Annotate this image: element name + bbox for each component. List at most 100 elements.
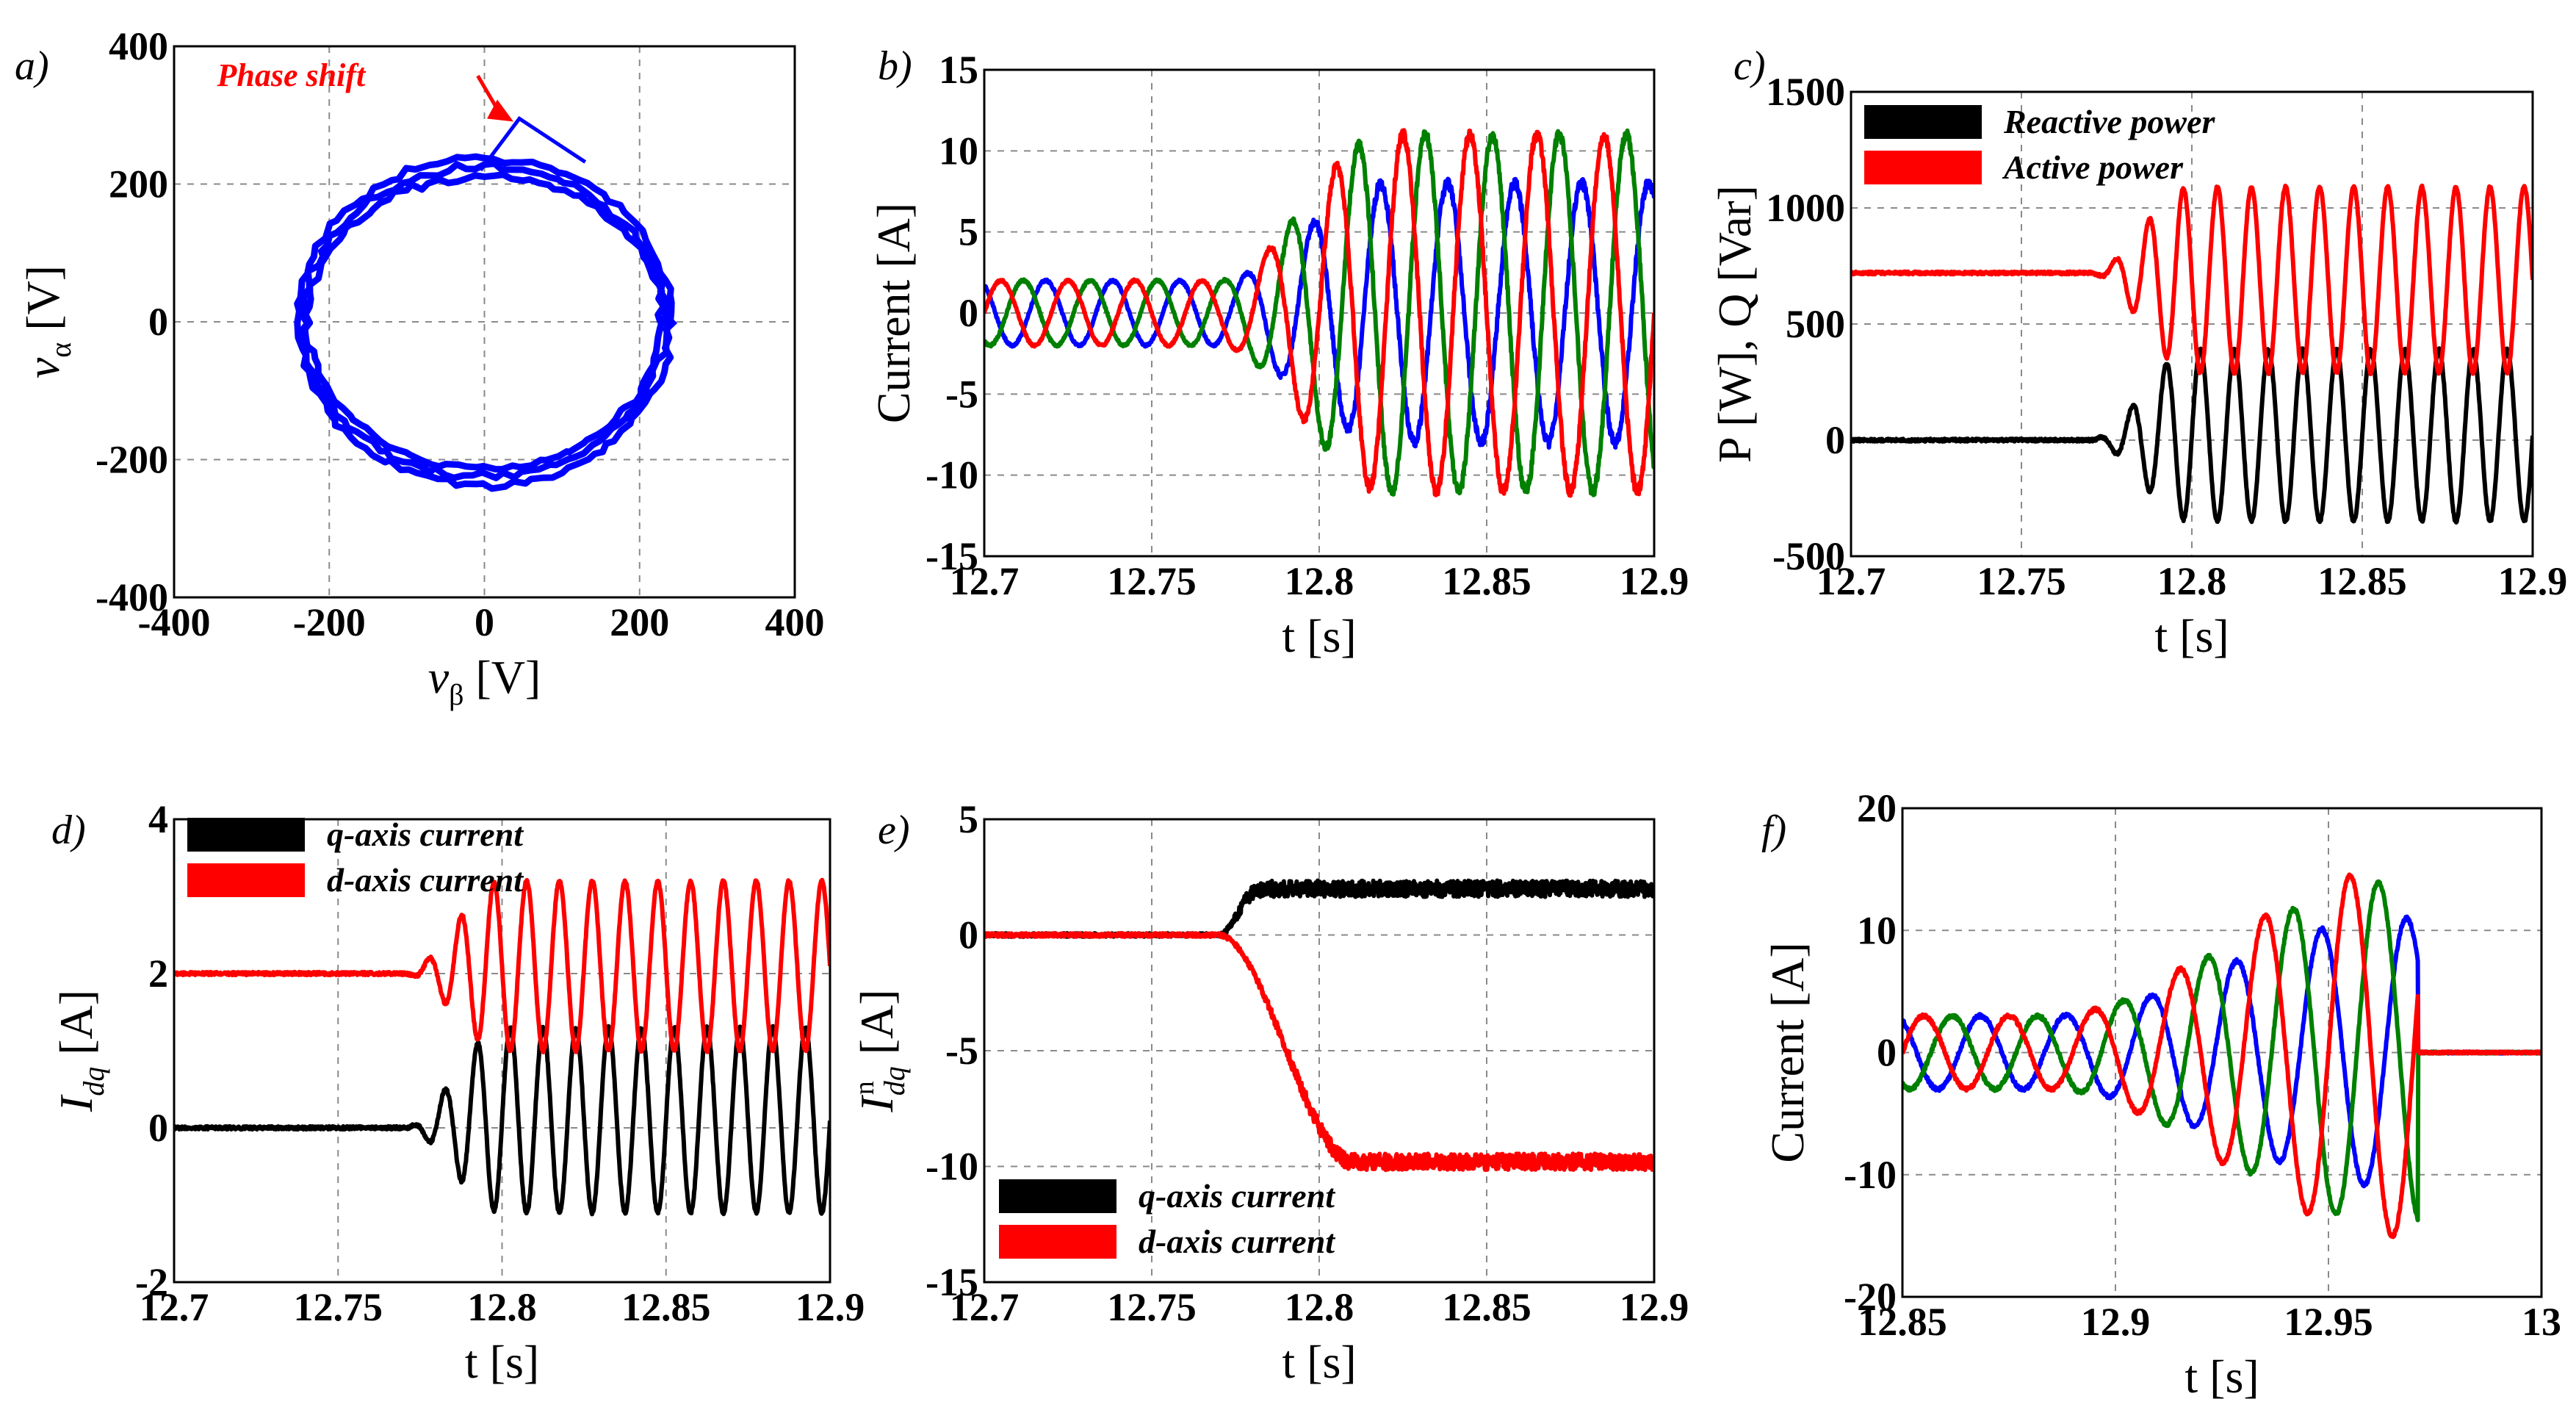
y-tick-label: 5 — [959, 797, 978, 841]
series-line-phase-a — [984, 128, 1654, 498]
y-tick-label: -10 — [926, 453, 978, 497]
legend-swatch — [999, 1225, 1116, 1259]
panel-label: b) — [878, 43, 912, 89]
panel-d: 12.7 12.75 12.8 12.85 12.9 -2 0 2 4 t [s] Idq [A] d… — [50, 797, 865, 1388]
y-tick-label: 1000 — [1766, 186, 1845, 230]
x-tick-label: 12.7 — [950, 559, 1020, 603]
panel-label: d) — [51, 807, 86, 853]
x-tick-label: 12.75 — [1107, 559, 1197, 603]
y-axis-title: Current [A] — [1761, 942, 1814, 1162]
legend-swatch — [187, 863, 305, 897]
y-axis-title: Idq [A] — [50, 990, 110, 1112]
legend-label: q-axis current — [1139, 1177, 1335, 1215]
x-tick-label: 200 — [610, 600, 669, 644]
x-tick-label: 12.8 — [1285, 1285, 1354, 1329]
panel-label: e) — [878, 807, 910, 853]
plot-frame — [1901, 807, 2543, 1298]
series-group — [1851, 183, 2533, 525]
y-tick-label: 5 — [959, 210, 978, 254]
x-axis-title: t [s] — [465, 1336, 539, 1388]
x-axis-title: t [s] — [2154, 610, 2229, 662]
y-tick-label: 2 — [148, 952, 168, 996]
series-line-d-axis-current — [984, 931, 1654, 1173]
y-tick-label: -15 — [926, 1260, 978, 1304]
series-group — [984, 128, 1654, 498]
legend-label: q-axis current — [327, 816, 524, 853]
y-tick-label: 500 — [1786, 302, 1845, 346]
x-tick-label: 12.75 — [1977, 559, 2066, 603]
y-axis-title: Indq [A] — [849, 989, 911, 1112]
y-tick-label: 0 — [148, 300, 168, 344]
legend-label: d-axis current — [327, 861, 524, 899]
plot-frame — [983, 818, 1656, 1284]
y-axis-title: Current [A] — [867, 203, 920, 423]
x-axis-title: vβ [V] — [428, 651, 541, 711]
x-tick-label: 0 — [475, 600, 494, 644]
y-tick-label: 4 — [148, 797, 168, 841]
series-line-phase-b — [984, 128, 1654, 497]
legend-label: Reactive power — [2003, 103, 2216, 140]
y-tick-label: -500 — [1772, 534, 1845, 578]
legend-swatch — [1864, 151, 1982, 184]
series-line-q-axis-current — [174, 1024, 830, 1217]
legend-label: Active power — [2002, 148, 2184, 186]
annotation-arrow-head — [487, 99, 514, 122]
panel-label: c) — [1733, 43, 1766, 89]
x-tick-label: 12.7 — [1816, 559, 1886, 603]
plot-frame — [173, 45, 796, 599]
voltage-trajectory-line — [294, 153, 678, 492]
series-group — [294, 116, 678, 492]
series-line-phase-c — [984, 176, 1654, 450]
x-tick-label: 12.8 — [467, 1285, 537, 1329]
y-tick-label: -10 — [1844, 1153, 1897, 1197]
x-tick-label: 12.85 — [1442, 1285, 1531, 1329]
panel-label: a) — [15, 43, 49, 89]
y-tick-label: 0 — [148, 1106, 168, 1150]
y-tick-label: 0 — [1825, 418, 1845, 462]
panel-c: 12.7 12.75 12.8 12.85 12.9 -500 0 500 1000 1500 t … — [1709, 43, 2567, 662]
y-axis-title: P [W], Q [Var] — [1709, 185, 1761, 463]
x-axis-title: t [s] — [1282, 1336, 1356, 1388]
x-tick-label: 12.9 — [1620, 559, 1689, 603]
x-tick-label: 12.85 — [1442, 559, 1531, 603]
y-tick-label: -200 — [95, 438, 168, 482]
legend-swatch — [1864, 105, 1982, 139]
plot-frame — [983, 68, 1656, 558]
x-tick-label: 12.75 — [1107, 1285, 1197, 1329]
y-tick-label: -5 — [945, 372, 978, 416]
y-tick-label: 10 — [939, 129, 978, 173]
series-line-d-axis-current — [174, 877, 830, 1054]
panel-b: 12.7 12.75 12.8 12.85 12.9 -15 -10 -5 0 5 10 15 t [s… — [867, 43, 1689, 662]
x-tick-label: 12.95 — [2284, 1300, 2373, 1344]
x-tick-label: 12.85 — [621, 1285, 711, 1329]
x-tick-label: 12.8 — [1285, 559, 1354, 603]
series-line-phase-a — [1902, 872, 2541, 1240]
panel-a: -400 -200 0 200 400 -400 -200 0 200 400 vβ [V] vα [… — [15, 24, 825, 711]
x-tick-label: -400 — [138, 600, 211, 644]
x-axis-title: t [s] — [1282, 610, 1356, 662]
plot-frame — [1850, 90, 2534, 558]
y-tick-label: 20 — [1857, 786, 1897, 830]
y-tick-label: 200 — [109, 162, 168, 206]
series-group — [1902, 872, 2541, 1240]
x-tick-label: 12.85 — [1858, 1300, 1947, 1344]
y-tick-label: 0 — [1877, 1031, 1897, 1075]
series-group — [174, 877, 830, 1217]
legend-swatch — [999, 1179, 1116, 1213]
x-tick-label: 12.9 — [2081, 1300, 2151, 1344]
y-tick-label: -20 — [1844, 1275, 1897, 1319]
y-tick-label: -10 — [926, 1145, 978, 1189]
y-axis-title: vα [V] — [17, 265, 77, 378]
legend-swatch — [187, 818, 305, 852]
x-tick-label: 400 — [765, 600, 825, 644]
x-tick-label: 12.7 — [140, 1285, 209, 1329]
panel-e: 12.7 12.75 12.8 12.85 12.9 -15 -10 -5 0 5 t [s] Ind… — [849, 797, 1689, 1388]
y-tick-label: -15 — [926, 534, 978, 578]
y-tick-label: 0 — [959, 291, 978, 335]
y-tick-label: -5 — [945, 1029, 978, 1073]
annotation-label: Phase shift — [217, 57, 367, 93]
x-tick-label: 13 — [2522, 1300, 2561, 1344]
x-axis-title: t [s] — [2184, 1350, 2259, 1403]
y-tick-label: 10 — [1857, 908, 1897, 952]
